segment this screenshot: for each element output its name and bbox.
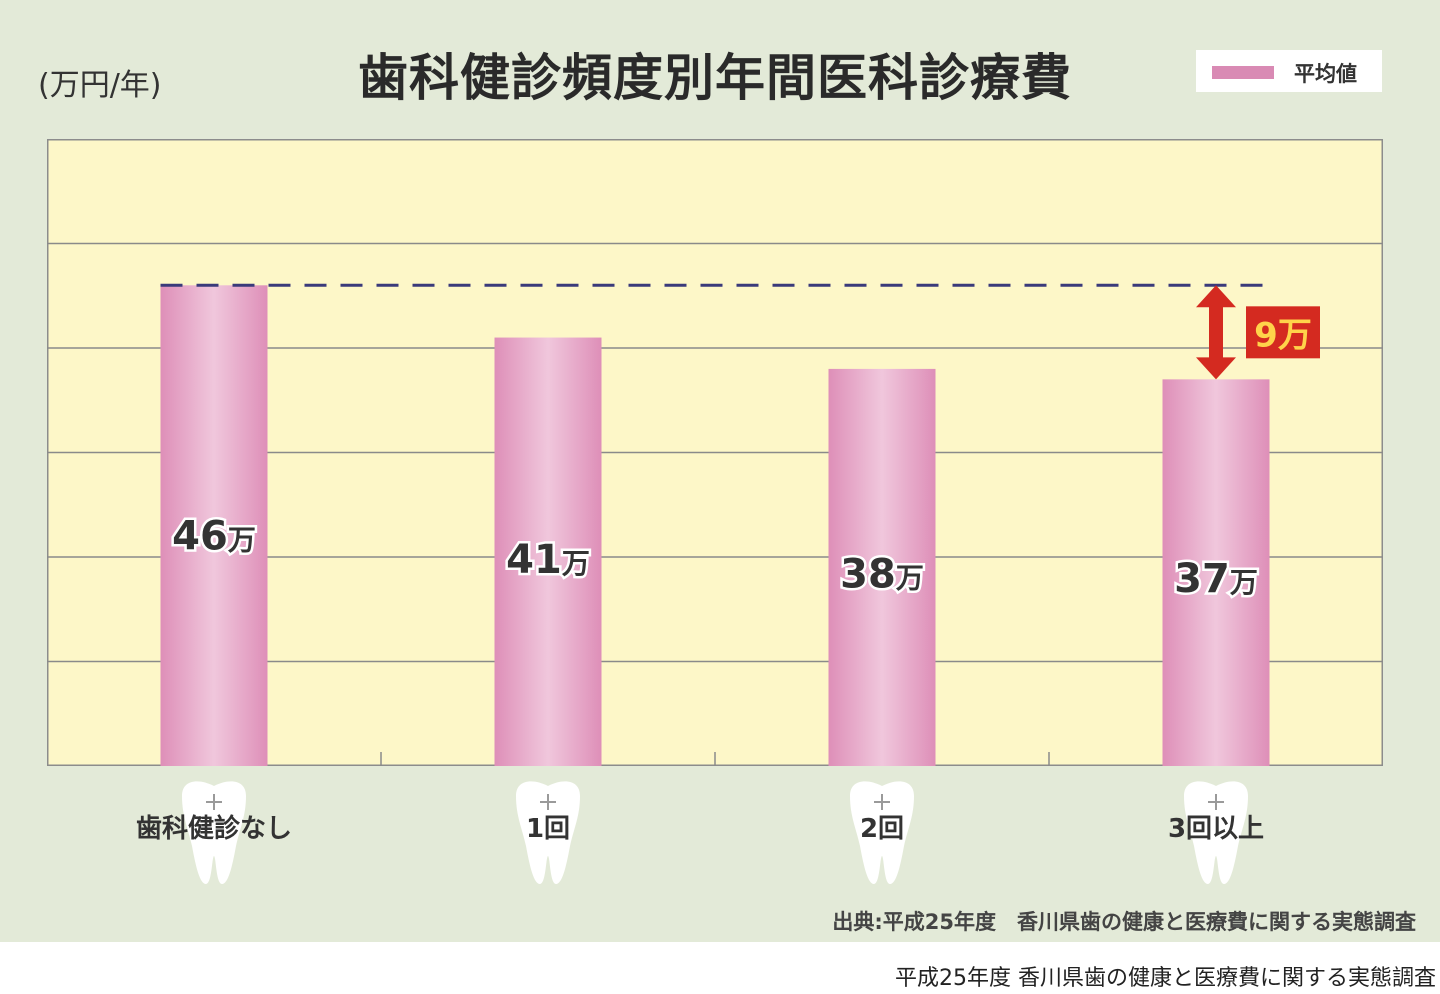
legend: 平均値 (1196, 50, 1382, 92)
tooth-mark (540, 794, 556, 810)
chart-svg: 46万 41万 38万 37万 9万 (47, 139, 1383, 766)
tooth-mark (206, 794, 222, 810)
tooth-shape (182, 781, 246, 884)
tooth-icon (850, 781, 914, 884)
tooth-shape (850, 781, 914, 884)
y-unit-label: (万円/年) (38, 68, 162, 103)
bar-value-label: 46万 (172, 514, 256, 560)
legend-label: 平均値 (1294, 62, 1357, 86)
x-tick-label: 歯科健診なし (135, 814, 292, 844)
tooth-shape (516, 781, 580, 884)
plot-area: 46万 41万 38万 37万 9万 (47, 139, 1383, 766)
legend-swatch (1212, 66, 1274, 79)
difference-label: 9万 (1254, 315, 1312, 355)
x-tick-label: 2回 (859, 814, 905, 844)
bar (160, 285, 268, 766)
x-tick-label: 1回 (525, 814, 571, 844)
bar-value-label: 37万 (1174, 556, 1258, 602)
tooth-icon (182, 781, 246, 884)
chart-source: 出典:平成25年度 香川県歯の健康と医療費に関する実態調査 (832, 910, 1416, 934)
bar (1162, 379, 1270, 766)
x-tick-label: 3回以上 (1167, 814, 1265, 844)
difference-arrow-shaft (1209, 303, 1223, 362)
tooth-mark (1208, 794, 1224, 810)
bar (828, 368, 936, 766)
bar (494, 337, 602, 766)
difference-arrow-head-down (1196, 357, 1236, 380)
difference-arrow-head-up (1196, 285, 1236, 308)
image-caption: 平成25年度 香川県歯の健康と医療費に関する実態調査 (895, 966, 1436, 991)
tooth-icon (1184, 781, 1248, 884)
difference-badge (1246, 306, 1320, 359)
chart-panel: (万円/年) 歯科健診頻度別年間医科診療費 平均値 46万 41万 38万 37万 9万… (0, 0, 1440, 942)
tooth-shape (1184, 781, 1248, 884)
tooth-icon (516, 781, 580, 884)
chart-title: 歯科健診頻度別年間医科診療費 (358, 49, 1072, 107)
tooth-mark (874, 794, 890, 810)
bar-value-label: 41万 (506, 537, 590, 583)
bar-value-label: 38万 (840, 551, 924, 597)
